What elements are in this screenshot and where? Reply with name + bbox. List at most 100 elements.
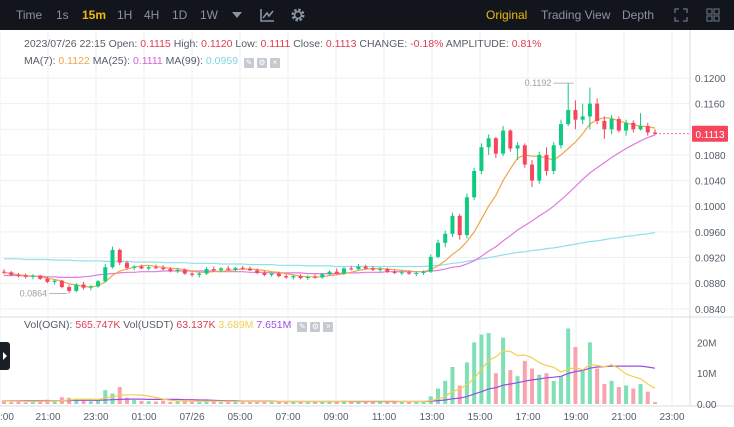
candle-body [211, 269, 216, 271]
time-axis-label: :00 [0, 412, 14, 423]
volume-bar [124, 397, 129, 404]
volume-bar [515, 376, 520, 404]
legend-vol-ma2: 7.651M [256, 319, 292, 331]
candle-body [81, 284, 86, 288]
candle-body [305, 276, 310, 279]
candle [631, 120, 636, 133]
price-axis-label: 0.1160 [695, 100, 725, 111]
volume-bar [616, 387, 621, 404]
volume-bar [508, 370, 513, 404]
candle [124, 260, 129, 270]
volume-bar [602, 383, 607, 404]
candle [457, 213, 462, 240]
candle [233, 267, 238, 272]
candlestick-chart[interactable]: 0.1200 0.1160 0.1120 0.1080 0.1040 0.1000 0.09… [0, 30, 734, 427]
layout-grid-icon[interactable] [706, 8, 720, 22]
more-intervals-dropdown-icon[interactable] [232, 12, 242, 18]
time-axis-label: 15:00 [467, 412, 492, 423]
candle [219, 267, 223, 273]
legend-ma25: 0.1111 [132, 55, 163, 67]
volume-bar [291, 401, 296, 404]
time-label: Time [16, 8, 43, 22]
vol-edit-icon[interactable]: ✎ [297, 322, 308, 332]
interval-1s[interactable]: 1s [56, 8, 69, 22]
candle-body [407, 272, 412, 274]
volume-bar [530, 368, 535, 404]
candle [168, 267, 173, 273]
candle-body [313, 276, 318, 278]
fullscreen-icon[interactable] [674, 8, 688, 22]
volume-bar [363, 401, 368, 404]
interval-1d[interactable]: 1D [172, 8, 188, 22]
view-trading-view-tab[interactable]: Trading View [541, 8, 611, 22]
candle [522, 143, 527, 168]
candle-body [197, 273, 202, 275]
candle [96, 280, 101, 288]
volume-bar [175, 401, 180, 404]
candle [515, 142, 520, 161]
volume-bar [233, 401, 238, 404]
candle-body [226, 268, 231, 270]
volume-bar [153, 401, 158, 404]
candle [645, 122, 650, 136]
view-original-tab[interactable]: Original [486, 8, 528, 22]
volume-legend: Vol(OGN): 565.747K Vol(USDT) 63.137K 3.6… [24, 319, 334, 332]
ma-settings-icon[interactable]: ⚙ [256, 58, 267, 68]
candle-body [132, 266, 137, 268]
candle-body [117, 249, 122, 263]
expand-panel-handle[interactable] [0, 342, 10, 370]
candle-body [153, 267, 158, 269]
candle [356, 263, 361, 271]
candle-body [624, 122, 629, 131]
candle [59, 280, 64, 289]
candle [190, 271, 195, 277]
interval-4h[interactable]: 4H [144, 8, 160, 22]
volume-bar [255, 401, 260, 404]
interval-1w[interactable]: 1W [200, 8, 218, 22]
time-axis-label: 11:00 [372, 412, 397, 423]
legend-timestamp: 2023/07/26 22:15 [24, 38, 106, 50]
interval-15m[interactable]: 15m [82, 8, 107, 22]
vol-close-icon[interactable]: × [323, 322, 334, 332]
ma-close-icon[interactable]: × [269, 58, 280, 68]
candle [23, 273, 28, 279]
candle [103, 263, 108, 283]
legend-ma7: 0.1122 [58, 55, 90, 67]
candle-body [356, 266, 361, 270]
candle [428, 254, 433, 273]
candle [638, 113, 643, 131]
volume-bar [645, 391, 650, 404]
legend-change: -0.18% [410, 38, 444, 50]
candle [247, 266, 252, 272]
candle-body [580, 116, 585, 120]
candle-body [385, 269, 390, 272]
volume-bar [464, 362, 469, 404]
volume-axis-label: 10M [697, 369, 716, 380]
volume-bar [551, 380, 556, 404]
interval-1h[interactable]: 1H [117, 8, 133, 22]
vol-settings-icon[interactable]: ⚙ [310, 322, 321, 332]
ma-edit-icon[interactable]: ✎ [243, 58, 254, 68]
candle-body [146, 267, 151, 269]
candle-body [298, 276, 303, 279]
view-depth-tab[interactable]: Depth [622, 8, 655, 22]
candle-body [124, 262, 129, 268]
candle-body [233, 267, 238, 270]
settings-gear-icon[interactable] [290, 7, 306, 23]
volume-ma2-line [4, 365, 656, 403]
candle [45, 276, 50, 284]
candle-body [501, 130, 506, 154]
volume-bar [298, 401, 303, 404]
candle [616, 116, 621, 133]
time-axis-label: 23:00 [83, 412, 108, 423]
candle-body [537, 154, 542, 181]
candle-body [247, 268, 252, 271]
indicators-icon[interactable] [259, 7, 275, 23]
candle [298, 274, 303, 280]
volume-bar [197, 401, 202, 404]
volume-bar [146, 401, 151, 404]
volume-bar [226, 401, 231, 404]
candle [320, 272, 325, 279]
candle-body [530, 164, 535, 181]
legend-vol-usdt: 63.137K [176, 319, 216, 331]
